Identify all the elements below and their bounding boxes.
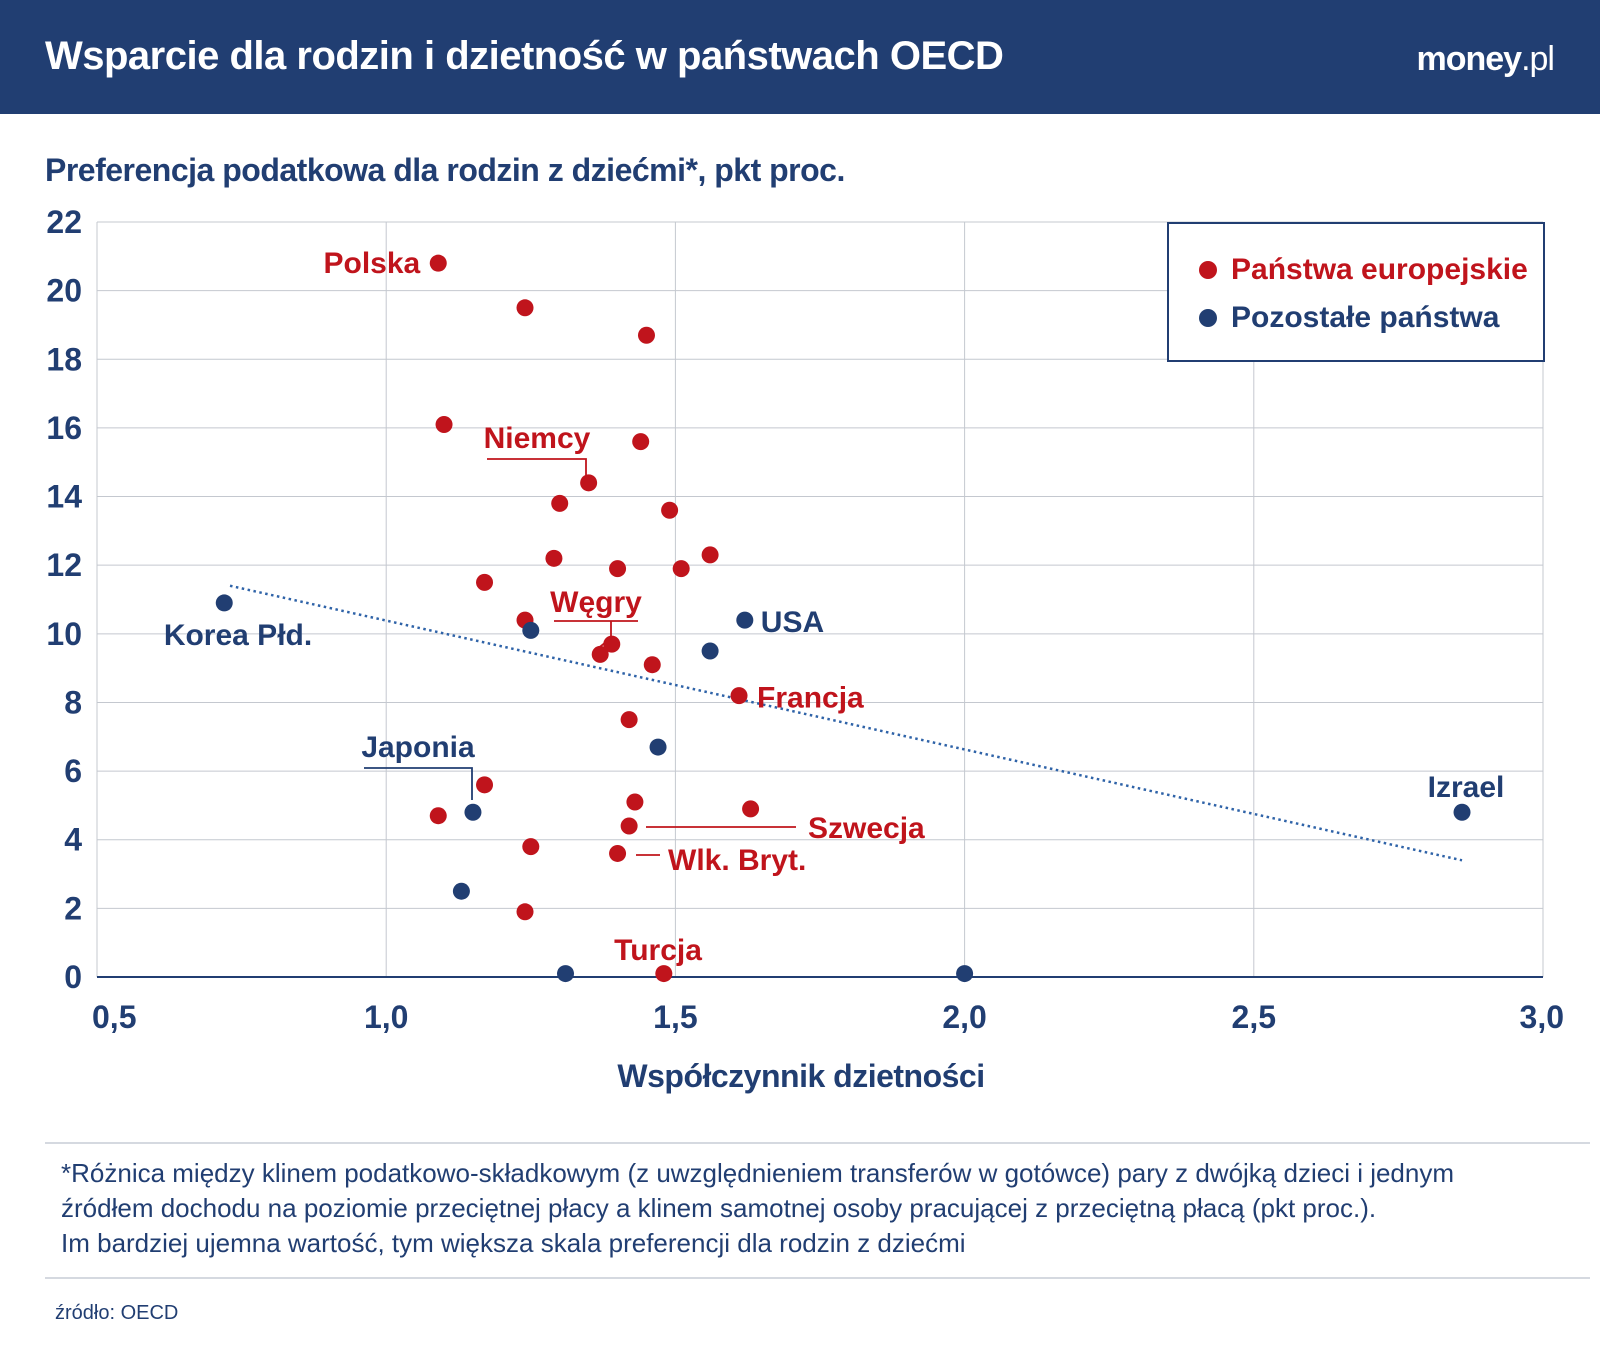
country-label: Turcja <box>614 934 702 967</box>
european-country-point <box>580 474 598 492</box>
header-bar: Wsparcie dla rodzin i dzietność w państw… <box>0 0 1600 114</box>
legend-label-european: Państwa europejskie <box>1231 253 1528 286</box>
x-tick-label: 3,0 <box>1520 999 1564 1035</box>
european-country-point <box>429 254 447 272</box>
x-tick-label: 1,5 <box>653 999 697 1035</box>
european-country-point <box>551 494 569 512</box>
other-country-point <box>956 965 974 983</box>
x-tick-label: 0,5 <box>92 999 136 1035</box>
other-country-point <box>464 803 482 821</box>
other-country-point <box>701 642 719 660</box>
y-tick-label: 4 <box>64 822 82 858</box>
european-country-point <box>429 807 447 825</box>
other-country-point <box>522 621 540 639</box>
y-tick-label: 20 <box>46 273 82 309</box>
european-country-point <box>516 299 534 317</box>
european-country-point <box>742 800 760 818</box>
y-tick-label: 16 <box>46 410 82 446</box>
legend-item-european: Państwa europejskie <box>1199 250 1528 290</box>
x-tick-label: 2,0 <box>942 999 986 1035</box>
x-tick-label: 1,0 <box>364 999 408 1035</box>
source-note: źródło: OECD <box>55 1302 179 1324</box>
other-country-point <box>557 965 575 983</box>
y-tick-label: 12 <box>46 547 82 583</box>
x-tick-label: 2,5 <box>1232 999 1276 1035</box>
other-country-point <box>1453 803 1471 821</box>
footnote-line: źródłem dochodu na poziomie przeciętnej … <box>61 1193 1377 1223</box>
legend-marker-other <box>1199 309 1217 327</box>
trendline <box>229 584 1463 862</box>
legend-label-other: Pozostałe państwa <box>1231 301 1500 334</box>
chart-legend: Państwa europejskie Pozostałe państwa <box>1167 222 1545 362</box>
european-country-point <box>476 573 494 591</box>
legend-marker-european <box>1199 261 1217 279</box>
european-country-point <box>661 501 679 519</box>
other-country-point <box>736 611 754 629</box>
european-country-point <box>632 433 650 451</box>
european-country-point <box>609 844 627 862</box>
y-tick-label: 8 <box>64 684 82 720</box>
legend-item-other: Pozostałe państwa <box>1199 298 1499 338</box>
european-country-point <box>620 817 638 835</box>
footnote-line: Im bardziej ujemna wartość, tym większa … <box>61 1228 966 1258</box>
country-label: Izrael <box>1428 771 1505 804</box>
x-axis-title-text: Współczynnik dzietności <box>617 1058 985 1094</box>
y-tick-label: 10 <box>46 616 82 652</box>
european-country-point <box>643 656 661 674</box>
label-leader-line <box>364 767 473 800</box>
european-country-point <box>620 711 638 729</box>
country-label: Francja <box>757 682 864 715</box>
y-axis-title: Preferencja podatkowa dla rodzin z dzieć… <box>45 152 845 188</box>
european-country-point <box>435 415 453 433</box>
label-leader-line <box>487 458 587 483</box>
money-pl-logo[interactable]: money.pl <box>1416 40 1555 79</box>
european-country-point <box>545 549 563 567</box>
y-tick-label: 2 <box>64 890 82 926</box>
european-country-point <box>476 776 494 794</box>
other-country-point <box>649 738 667 756</box>
european-country-point <box>730 687 748 705</box>
y-tick-label: 6 <box>64 753 82 789</box>
country-label: Węgry <box>550 586 642 619</box>
european-country-point <box>516 903 534 921</box>
other-country-point <box>215 594 233 612</box>
country-label: USA <box>761 606 824 639</box>
european-country-point <box>672 560 690 578</box>
european-country-point <box>626 793 644 811</box>
european-country-point <box>609 560 627 578</box>
country-label: Szwecja <box>808 812 925 845</box>
european-country-point <box>655 965 673 983</box>
y-tick-label: 18 <box>46 341 82 377</box>
european-country-point <box>701 546 719 564</box>
country-label: Wlk. Bryt. <box>668 844 806 877</box>
page-title: Wsparcie dla rodzin i dzietność w państw… <box>45 34 1004 78</box>
country-label: Korea Płd. <box>164 619 312 652</box>
footnote: *Różnica między klinem podatkowo-składko… <box>45 1142 1590 1279</box>
other-country-point <box>452 882 470 900</box>
country-label: Japonia <box>361 731 475 764</box>
logo-main-text: money <box>1416 40 1522 78</box>
y-tick-label: 0 <box>64 959 82 995</box>
footnote-line: *Różnica między klinem podatkowo-składko… <box>61 1158 1455 1188</box>
logo-tld-text: .pl <box>1521 40 1555 78</box>
y-tick-label: 14 <box>46 479 82 515</box>
country-label: Polska <box>324 247 421 280</box>
european-country-point <box>522 838 540 856</box>
y-tick-label: 22 <box>46 204 82 240</box>
x-axis-title: Współczynnik dzietności <box>0 1058 1600 1095</box>
european-country-point <box>591 645 609 663</box>
european-country-point <box>637 326 655 344</box>
country-label: Niemcy <box>484 422 591 455</box>
